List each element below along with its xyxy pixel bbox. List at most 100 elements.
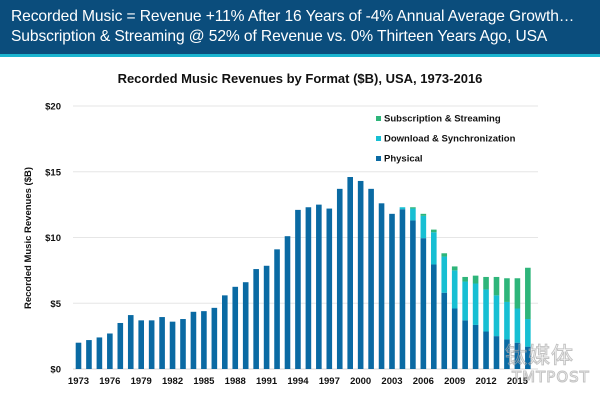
bar-group-1976 [107,333,113,369]
bar-physical-1993 [284,236,291,369]
x-tick-label: 1973 [68,376,89,387]
bar-group-1974 [86,340,92,369]
bars [75,177,531,370]
x-tick-label: 1994 [287,376,309,387]
bar-group-2013 [493,276,500,370]
bar-group-2001 [368,188,374,369]
y-tick-label: $5 [50,299,61,310]
x-tick-label: 2015 [507,376,529,387]
x-tick-label: 2009 [444,376,465,387]
bar-physical-1977 [117,322,124,369]
bar-group-1982 [169,321,176,369]
bar-group-1989 [242,282,249,369]
bar-group-1985 [201,311,207,369]
bar-physical-1999 [347,177,353,369]
bar-group-2003 [389,213,395,369]
bar-download-synchronization-2015 [514,308,521,343]
legend-swatch [376,116,381,121]
bar-group-1986 [211,307,218,369]
bar-physical-2000 [357,180,364,369]
legend-swatch [376,156,381,161]
bar-subscription-streaming-2013 [493,276,500,296]
bar-group-1987 [222,295,228,369]
bar-download-synchronization-2010 [462,281,468,321]
bar-physical-2010 [462,320,468,369]
legend-label: Subscription & Streaming [384,114,501,125]
x-tick-label: 2006 [413,376,434,387]
x-tick-label: 1988 [225,376,246,387]
bar-group-1992 [274,249,280,369]
bar-download-synchronization-2016 [525,319,531,347]
bar-physical-2001 [368,188,374,369]
bar-physical-1979 [138,320,144,369]
bar-subscription-streaming-2015 [514,278,521,309]
bar-group-1988 [232,286,239,369]
bar-physical-2013 [493,336,500,370]
bar-group-2009 [451,266,458,369]
bar-subscription-streaming-2007 [431,229,437,233]
headline-line-2: Subscription & Streaming @ 52% of Revenu… [11,28,548,45]
bar-physical-1998 [336,188,343,369]
bar-group-1978 [127,315,134,369]
bar-physical-1995 [305,207,312,369]
bar-group-2002 [378,203,385,369]
bar-group-1983 [180,319,186,369]
bar-download-synchronization-2008 [441,256,448,293]
bar-group-1979 [138,320,144,369]
bar-physical-1990 [253,269,259,369]
x-tick-label: 1997 [319,376,340,387]
bar-subscription-streaming-2006 [420,213,427,216]
bar-physical-1997 [326,208,333,369]
bar-group-1994 [295,209,301,369]
bar-subscription-streaming-2011 [472,275,479,284]
bar-group-2010 [462,276,468,369]
bar-group-1980 [148,320,155,369]
bar-group-2015 [514,278,521,369]
legend-item-subscription-streaming: Subscription & Streaming [376,114,501,125]
bar-physical-1987 [222,295,228,369]
bar-physical-1983 [180,319,186,369]
bar-group-1977 [117,322,124,369]
bar-group-1999 [347,177,353,369]
legend-swatch [376,136,381,141]
bar-group-2006 [420,213,427,369]
bar-group-2004 [399,207,406,369]
legend-item-physical: Physical [376,154,423,165]
bar-physical-2007 [431,264,437,369]
watermark-chinese: 钛媒体 [504,344,575,370]
x-tick-label: 1982 [162,376,183,387]
bar-physical-2004 [399,209,406,369]
bar-physical-1996 [316,204,322,370]
bar-subscription-streaming-2009 [451,266,458,271]
bar-group-1984 [190,311,197,369]
legend: Subscription & Streaming Download & Synch… [376,114,516,165]
header-accent-stripe [0,54,600,57]
bar-group-1973 [75,342,82,369]
legend-label: Physical [384,154,423,165]
bar-download-synchronization-2011 [472,283,479,325]
watermark-tmtpost: TMTPOST [512,368,590,387]
bar-group-2000 [357,180,364,369]
bar-group-1990 [253,269,259,369]
bar-subscription-streaming-2005 [410,207,416,209]
bar-physical-1994 [295,209,301,369]
bar-physical-1976 [107,333,113,369]
bar-physical-2016 [525,346,531,369]
bar-group-1995 [305,207,312,369]
bar-group-2005 [410,207,416,369]
bar-physical-1988 [232,286,239,369]
bar-physical-2003 [389,213,395,369]
bar-subscription-streaming-2008 [441,253,448,257]
x-tick-labels: 1973 1976 1979 1982 1985 1988 1991 1994 1997 2000… [68,376,529,387]
bar-download-synchronization-2009 [451,270,458,309]
bar-physical-1978 [127,315,134,369]
y-tick-labels: $0 $5 $10 $15 $20 [45,102,62,376]
bar-physical-1981 [159,317,165,369]
y-tick-label: $0 [50,365,61,376]
legend-label: Download & Synchronization [384,134,516,145]
bar-physical-2008 [441,292,448,369]
x-tick-label: 2003 [381,376,402,387]
bar-physical-2009 [451,308,458,369]
bar-physical-2015 [514,342,521,369]
